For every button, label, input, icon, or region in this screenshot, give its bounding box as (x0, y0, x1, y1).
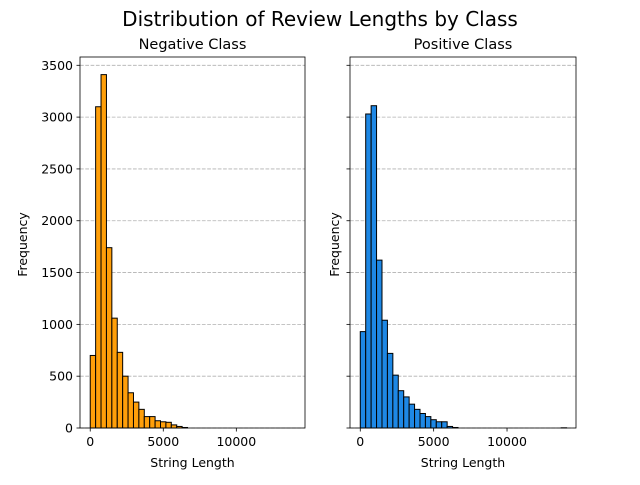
positive-bar-5 (387, 353, 392, 428)
negative-bar-9 (139, 409, 144, 428)
positive-bar-1 (366, 114, 371, 428)
negative-panel-title: Negative Class (139, 37, 247, 53)
positive-y-axis-label: Frequency (327, 212, 342, 277)
negative-y-axis-label: Frequency (15, 212, 30, 277)
negative-ytick-label-7: 3500 (41, 58, 73, 73)
negative-bar-1 (96, 107, 101, 428)
negative-bar-10 (144, 417, 149, 428)
positive-bar-8 (404, 397, 409, 428)
positive-bar-11 (420, 413, 425, 428)
negative-bar-6 (123, 376, 128, 428)
negative-bar-5 (117, 352, 122, 428)
positive-panel-title: Positive Class (414, 37, 513, 53)
positive-xtick-label-0: 0 (356, 434, 364, 449)
positive-bar-15 (442, 422, 447, 428)
positive-bar-10 (415, 409, 420, 428)
negative-bar-12 (155, 421, 160, 428)
negative-bar-7 (128, 393, 133, 428)
negative-bar-8 (133, 402, 138, 428)
negative-ytick-label-0: 0 (65, 421, 73, 436)
positive-x-axis-label: String Length (421, 455, 505, 470)
negative-bar-4 (112, 318, 117, 428)
negative-bar-11 (150, 417, 155, 428)
negative-ytick-label-2: 1000 (41, 317, 73, 332)
positive-bar-14 (436, 422, 441, 428)
negative-bar-13 (161, 422, 166, 428)
positive-bar-12 (425, 417, 430, 428)
negative-ytick-label-4: 2000 (41, 213, 73, 228)
positive-bar-9 (409, 404, 414, 428)
positive-bar-7 (398, 391, 403, 428)
negative-xtick-label-0: 0 (86, 434, 94, 449)
positive-bar-2 (371, 106, 376, 428)
positive-bar-6 (393, 375, 398, 428)
positive-bar-4 (382, 320, 387, 428)
negative-bar-2 (101, 75, 106, 428)
negative-bar-15 (171, 425, 176, 428)
negative-bar-14 (166, 422, 171, 428)
positive-xtick-label-2: 10000 (487, 434, 527, 449)
positive-bar-13 (431, 420, 436, 428)
negative-ytick-label-1: 500 (49, 369, 73, 384)
negative-bar-0 (90, 355, 95, 428)
positive-bar-3 (377, 260, 382, 428)
negative-ytick-label-3: 1500 (41, 265, 73, 280)
negative-xtick-label-2: 10000 (216, 434, 256, 449)
negative-xtick-label-1: 5000 (147, 434, 179, 449)
negative-bar-3 (106, 248, 111, 428)
negative-ytick-label-5: 2500 (41, 161, 73, 176)
negative-ytick-label-6: 3000 (41, 110, 73, 125)
positive-bar-0 (360, 332, 365, 428)
figure-title: Distribution of Review Lengths by Class (122, 7, 518, 31)
positive-xtick-label-1: 5000 (418, 434, 450, 449)
negative-x-axis-label: String Length (150, 455, 234, 470)
